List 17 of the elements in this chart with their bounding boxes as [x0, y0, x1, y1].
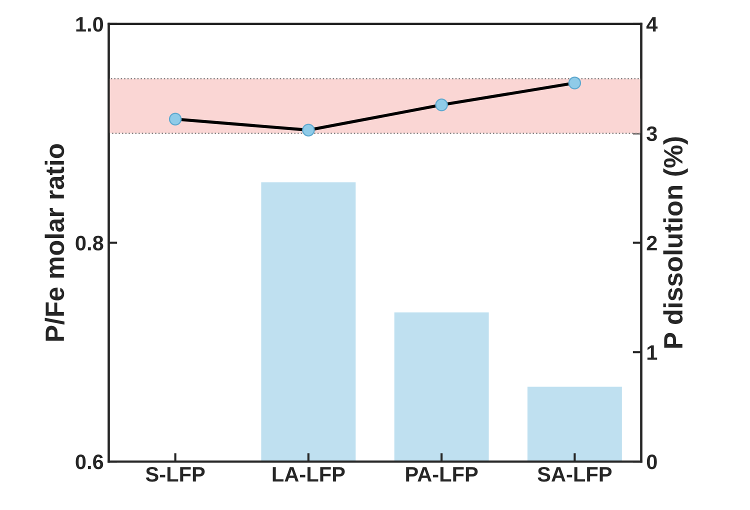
y2-tick-label: 1 [647, 345, 658, 360]
y2-axis-title: P dissolution (%) [663, 137, 688, 348]
y2-tick-label: 2 [646, 236, 657, 250]
y-axis-title: P/Fe molar ratio [44, 144, 64, 341]
x-tick-label: PA-LFP [406, 467, 478, 482]
x-tick-label: LA-LFP [272, 467, 345, 482]
y2-tick-label: 3 [646, 126, 657, 142]
bar [260, 180, 358, 462]
x-tick-label: S-LFP [146, 466, 205, 482]
y-tick-label: 0.8 [76, 236, 104, 251]
y-tick-label: 0.6 [76, 454, 104, 470]
y2-tick-label: 4 [646, 17, 658, 32]
y2-tick-label: 0 [646, 454, 657, 470]
x-tick-label: SA-LFP [538, 466, 612, 482]
y-tick-label: 1.0 [76, 16, 104, 32]
bar [526, 385, 624, 462]
bar [392, 310, 490, 462]
